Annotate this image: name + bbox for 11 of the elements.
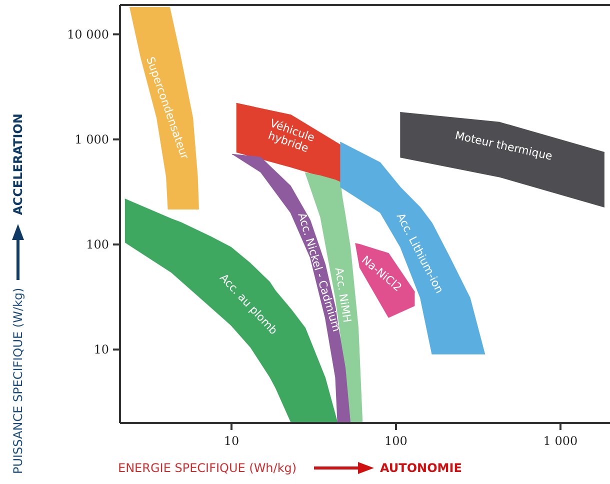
y-tick-label: 1 000 [74,132,109,147]
y-tick-label: 10 [94,342,109,357]
y-axis-title: PUISSANCE SPECIFIQUE (W/kg) [11,288,25,474]
y-tick-label: 10 000 [67,27,109,42]
x-tick-label: 1 000 [543,434,578,448]
x-tick-label: 100 [384,434,408,448]
text: ACCELERATION [11,114,25,215]
text: AUTONOMIE [380,461,462,475]
x-tick-label: 10 [224,434,240,448]
x-axis-title: ENERGIE SPECIFIQUE (Wh/kg) [118,461,297,475]
y-tick-label: 100 [86,238,109,252]
